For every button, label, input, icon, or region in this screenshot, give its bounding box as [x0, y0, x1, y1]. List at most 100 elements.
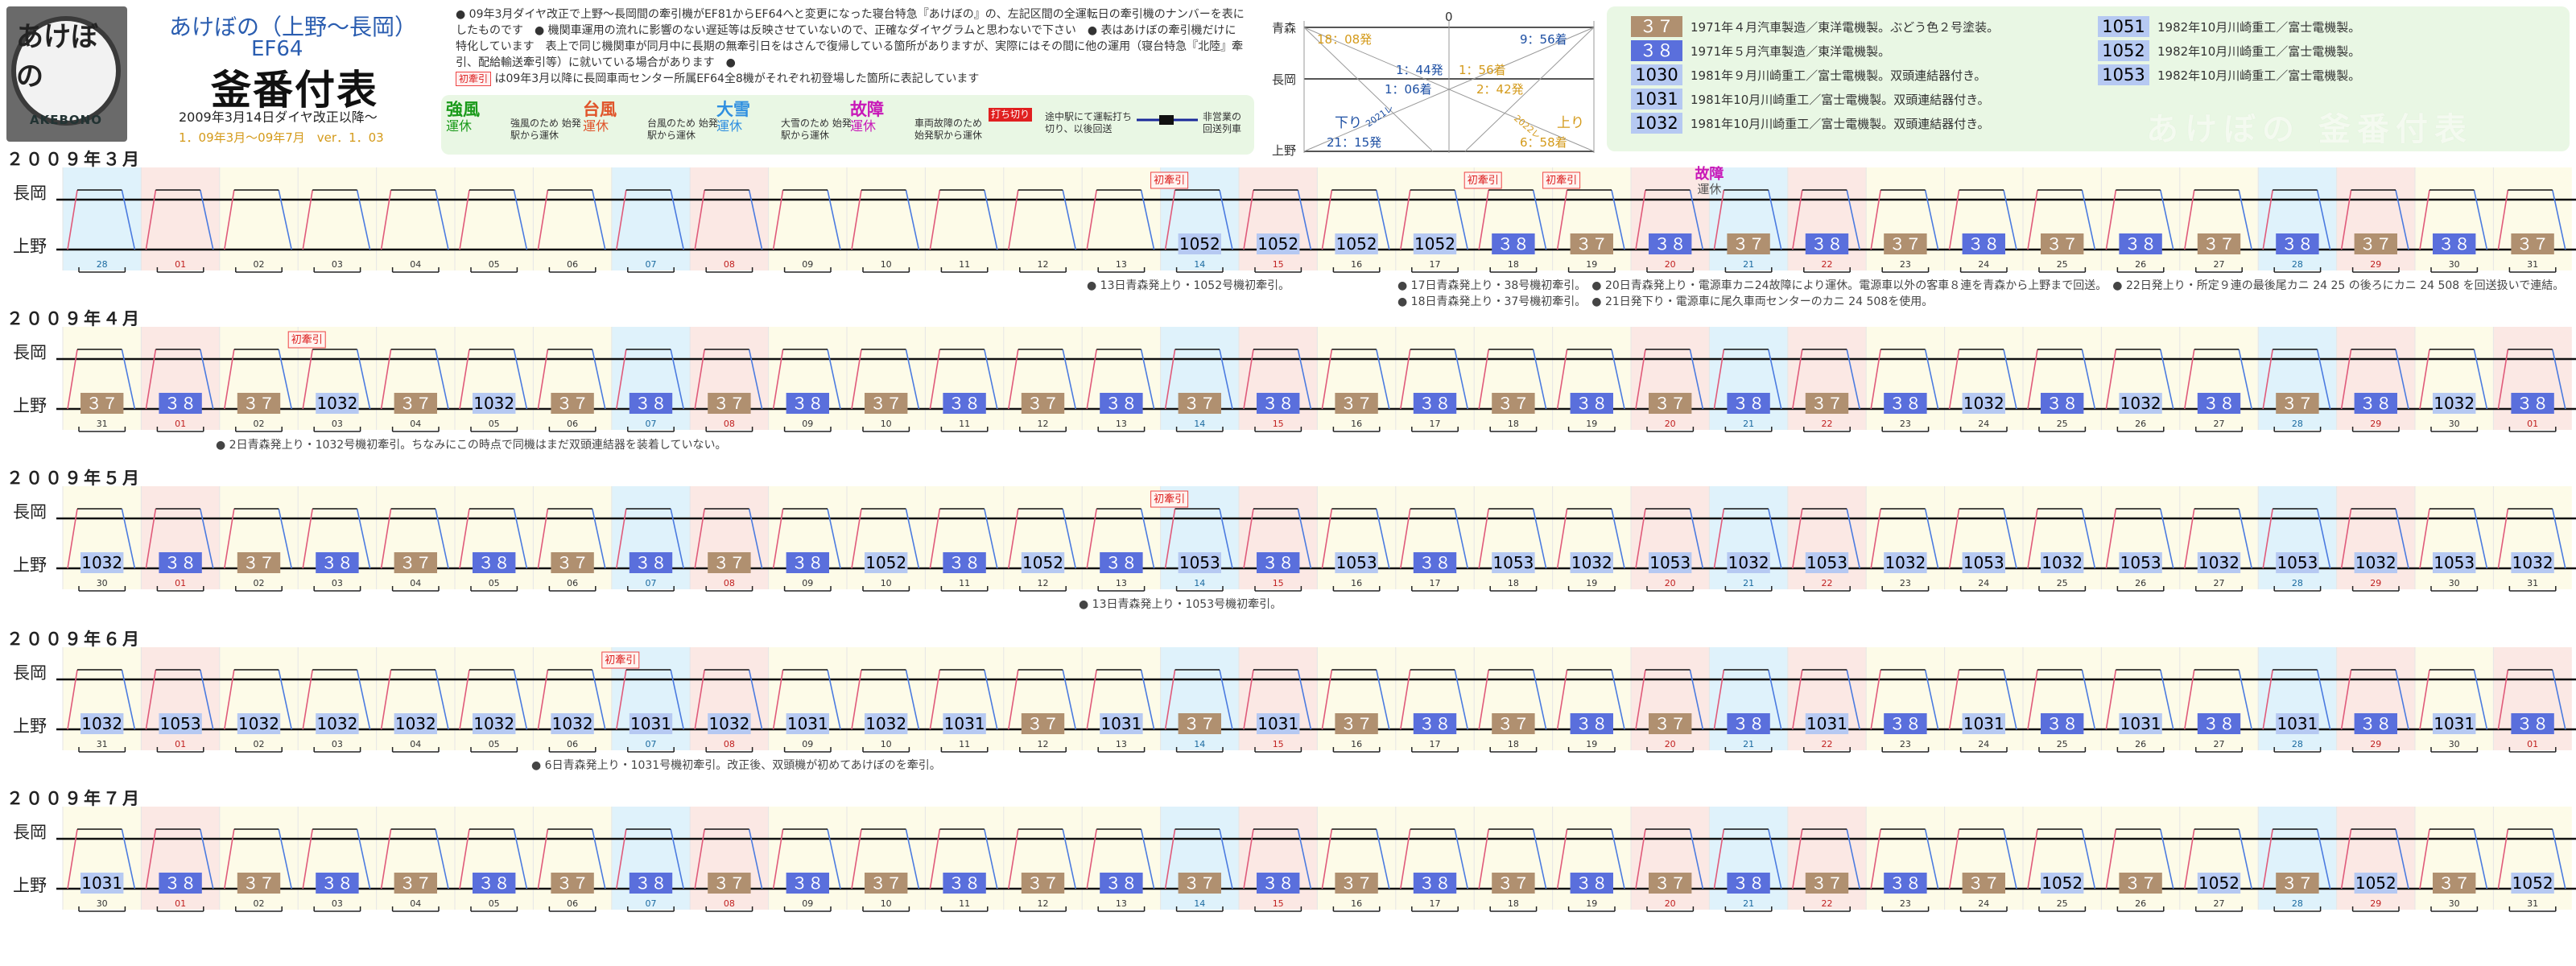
loco-number: ３７	[399, 553, 431, 572]
day-label: 05	[489, 898, 500, 909]
loco-box	[2433, 713, 2476, 734]
day-label: 03	[332, 578, 343, 588]
day-label: 13	[1116, 739, 1127, 749]
loco-box	[1962, 233, 2005, 254]
day-label: 07	[646, 898, 657, 909]
loco-number: 1032	[2120, 394, 2161, 413]
loco-number: 1032	[238, 714, 279, 733]
loco-number: ３７	[1183, 394, 1216, 413]
loco-number: 1053	[2434, 553, 2475, 572]
day-column	[768, 327, 847, 430]
day-column	[1082, 807, 1161, 910]
loco-box	[1335, 393, 1378, 414]
loco-box	[2119, 713, 2162, 734]
loco-number: 1031	[630, 714, 671, 733]
day-label: 25	[2057, 739, 2068, 749]
loco-box	[2119, 233, 2162, 254]
day-column	[63, 167, 142, 270]
day-column	[2179, 807, 2259, 910]
day-label: 06	[567, 419, 578, 429]
diag-2021: 2021レ	[1364, 102, 1395, 129]
day-label: 18	[1508, 739, 1519, 749]
version-label: 1．09年3月～09年7月 ver．1．03	[179, 130, 384, 145]
day-column	[1239, 327, 1318, 430]
loco-number: ３７	[1575, 234, 1608, 254]
day-label: 08	[724, 898, 735, 909]
day-column	[925, 167, 1004, 270]
loco-box	[2041, 873, 2084, 894]
loco-box	[2276, 552, 2319, 573]
loco-number: ３８	[1262, 553, 1294, 572]
loco-box	[2041, 713, 2084, 734]
loco-number: ３７	[399, 394, 431, 413]
day-label: 08	[724, 578, 735, 588]
loco-box	[2511, 713, 2554, 734]
day-column	[1395, 486, 1475, 589]
loco-number: ３７	[1340, 714, 1373, 733]
day-column	[2258, 647, 2337, 750]
day-label: 10	[881, 578, 892, 588]
diag-t5: 1：06着	[1385, 82, 1432, 97]
loco-box	[2197, 393, 2241, 414]
first-run-label: 初牽引	[1154, 493, 1185, 506]
day-column	[1317, 486, 1396, 589]
day-column	[2415, 647, 2494, 750]
loco-box	[1805, 552, 1849, 573]
day-label: 16	[1351, 578, 1362, 588]
loco-box	[1178, 393, 1221, 414]
loco-number: ３８	[1811, 234, 1843, 254]
day-column	[2023, 327, 2102, 430]
loco-box	[1492, 713, 1535, 734]
station-label-ueno: 上野	[13, 237, 47, 256]
day-column	[1395, 647, 1475, 750]
loco-box	[1727, 552, 1770, 573]
loco-number: 1053	[1179, 553, 1220, 572]
day-label: 20	[1665, 259, 1676, 270]
station-label-ueno: 上野	[13, 555, 47, 575]
day-column	[219, 807, 299, 910]
loco-number: ３７	[2124, 873, 2157, 893]
loco-box	[629, 552, 673, 573]
loco-number: 1053	[1806, 553, 1847, 572]
loco-number: ３７	[2438, 873, 2471, 893]
day-label: 25	[2057, 898, 2068, 909]
loco-box	[629, 393, 673, 414]
loco-box	[1727, 713, 1770, 734]
day-label: 14	[1194, 578, 1205, 588]
month-title: ２００９年５月	[6, 469, 142, 488]
day-label: 07	[646, 419, 657, 429]
loco-number: 1032	[473, 394, 514, 413]
loco-box	[237, 713, 281, 734]
loco-box	[1727, 233, 1770, 254]
loco-number: ３８	[2281, 234, 2314, 254]
loco-number: 1032	[865, 714, 906, 733]
loco-box	[1805, 713, 1849, 734]
loco-box	[1884, 552, 1927, 573]
station-label-nagaoka: 長岡	[13, 184, 47, 203]
loco-number: ３７	[1497, 394, 1530, 413]
day-label: 16	[1351, 898, 1362, 909]
loco-box	[786, 873, 829, 894]
loco-number: ３７	[2516, 234, 2549, 254]
day-column	[768, 647, 847, 750]
loco-number: 1053	[160, 714, 201, 733]
loco-box	[80, 552, 124, 573]
loco-number: ３８	[948, 394, 980, 413]
day-column	[455, 807, 534, 910]
legend-terminated: 打ち切り 途中駅にて運転打ち切り、以後回送	[989, 100, 1141, 134]
loco-box	[1492, 873, 1535, 894]
day-column	[1239, 647, 1318, 750]
day-column	[847, 647, 926, 750]
timing-diagram-svg: 青森 長岡 上野 0 18：08発 9：56着 1：44発 1：56着 1：06…	[1272, 10, 1595, 158]
loco-number: ３８	[1889, 714, 1922, 733]
loco-box	[865, 713, 908, 734]
loco-number: 1032	[552, 714, 593, 733]
day-label: 30	[2449, 739, 2460, 749]
loco-box	[1178, 552, 1221, 573]
day-column	[1082, 167, 1161, 270]
loco-box	[394, 713, 437, 734]
loco-box	[1413, 393, 1457, 414]
loco-box	[1492, 552, 1535, 573]
day-label: 13	[1116, 419, 1127, 429]
loco-box	[1413, 873, 1457, 894]
